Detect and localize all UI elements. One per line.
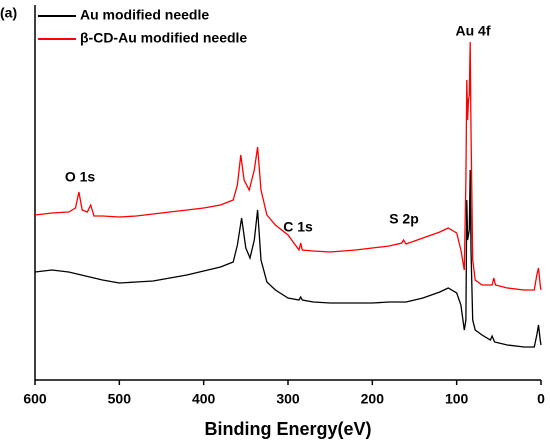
annotation: C 1s — [283, 219, 313, 235]
line-series — [34, 41, 542, 291]
annotation: O 1s — [65, 169, 96, 185]
line-series — [34, 169, 542, 348]
x-tick-label: 400 — [192, 391, 216, 407]
x-tick-label: 600 — [23, 391, 47, 407]
annotation: S 2p — [389, 211, 419, 227]
x-tick-label: 0 — [537, 391, 545, 407]
x-tick-label: 300 — [276, 391, 300, 407]
panel-label: (a) — [0, 5, 17, 21]
annotation: Au 4f — [456, 23, 491, 39]
x-tick-label: 500 — [108, 391, 132, 407]
x-tick-label: 200 — [361, 391, 385, 407]
x-axis-label: Binding Energy(eV) — [204, 419, 371, 439]
legend-text: Au modified needle — [80, 7, 209, 23]
legend-text: β-CD-Au modified needle — [80, 30, 247, 46]
x-tick-label: 100 — [445, 391, 469, 407]
